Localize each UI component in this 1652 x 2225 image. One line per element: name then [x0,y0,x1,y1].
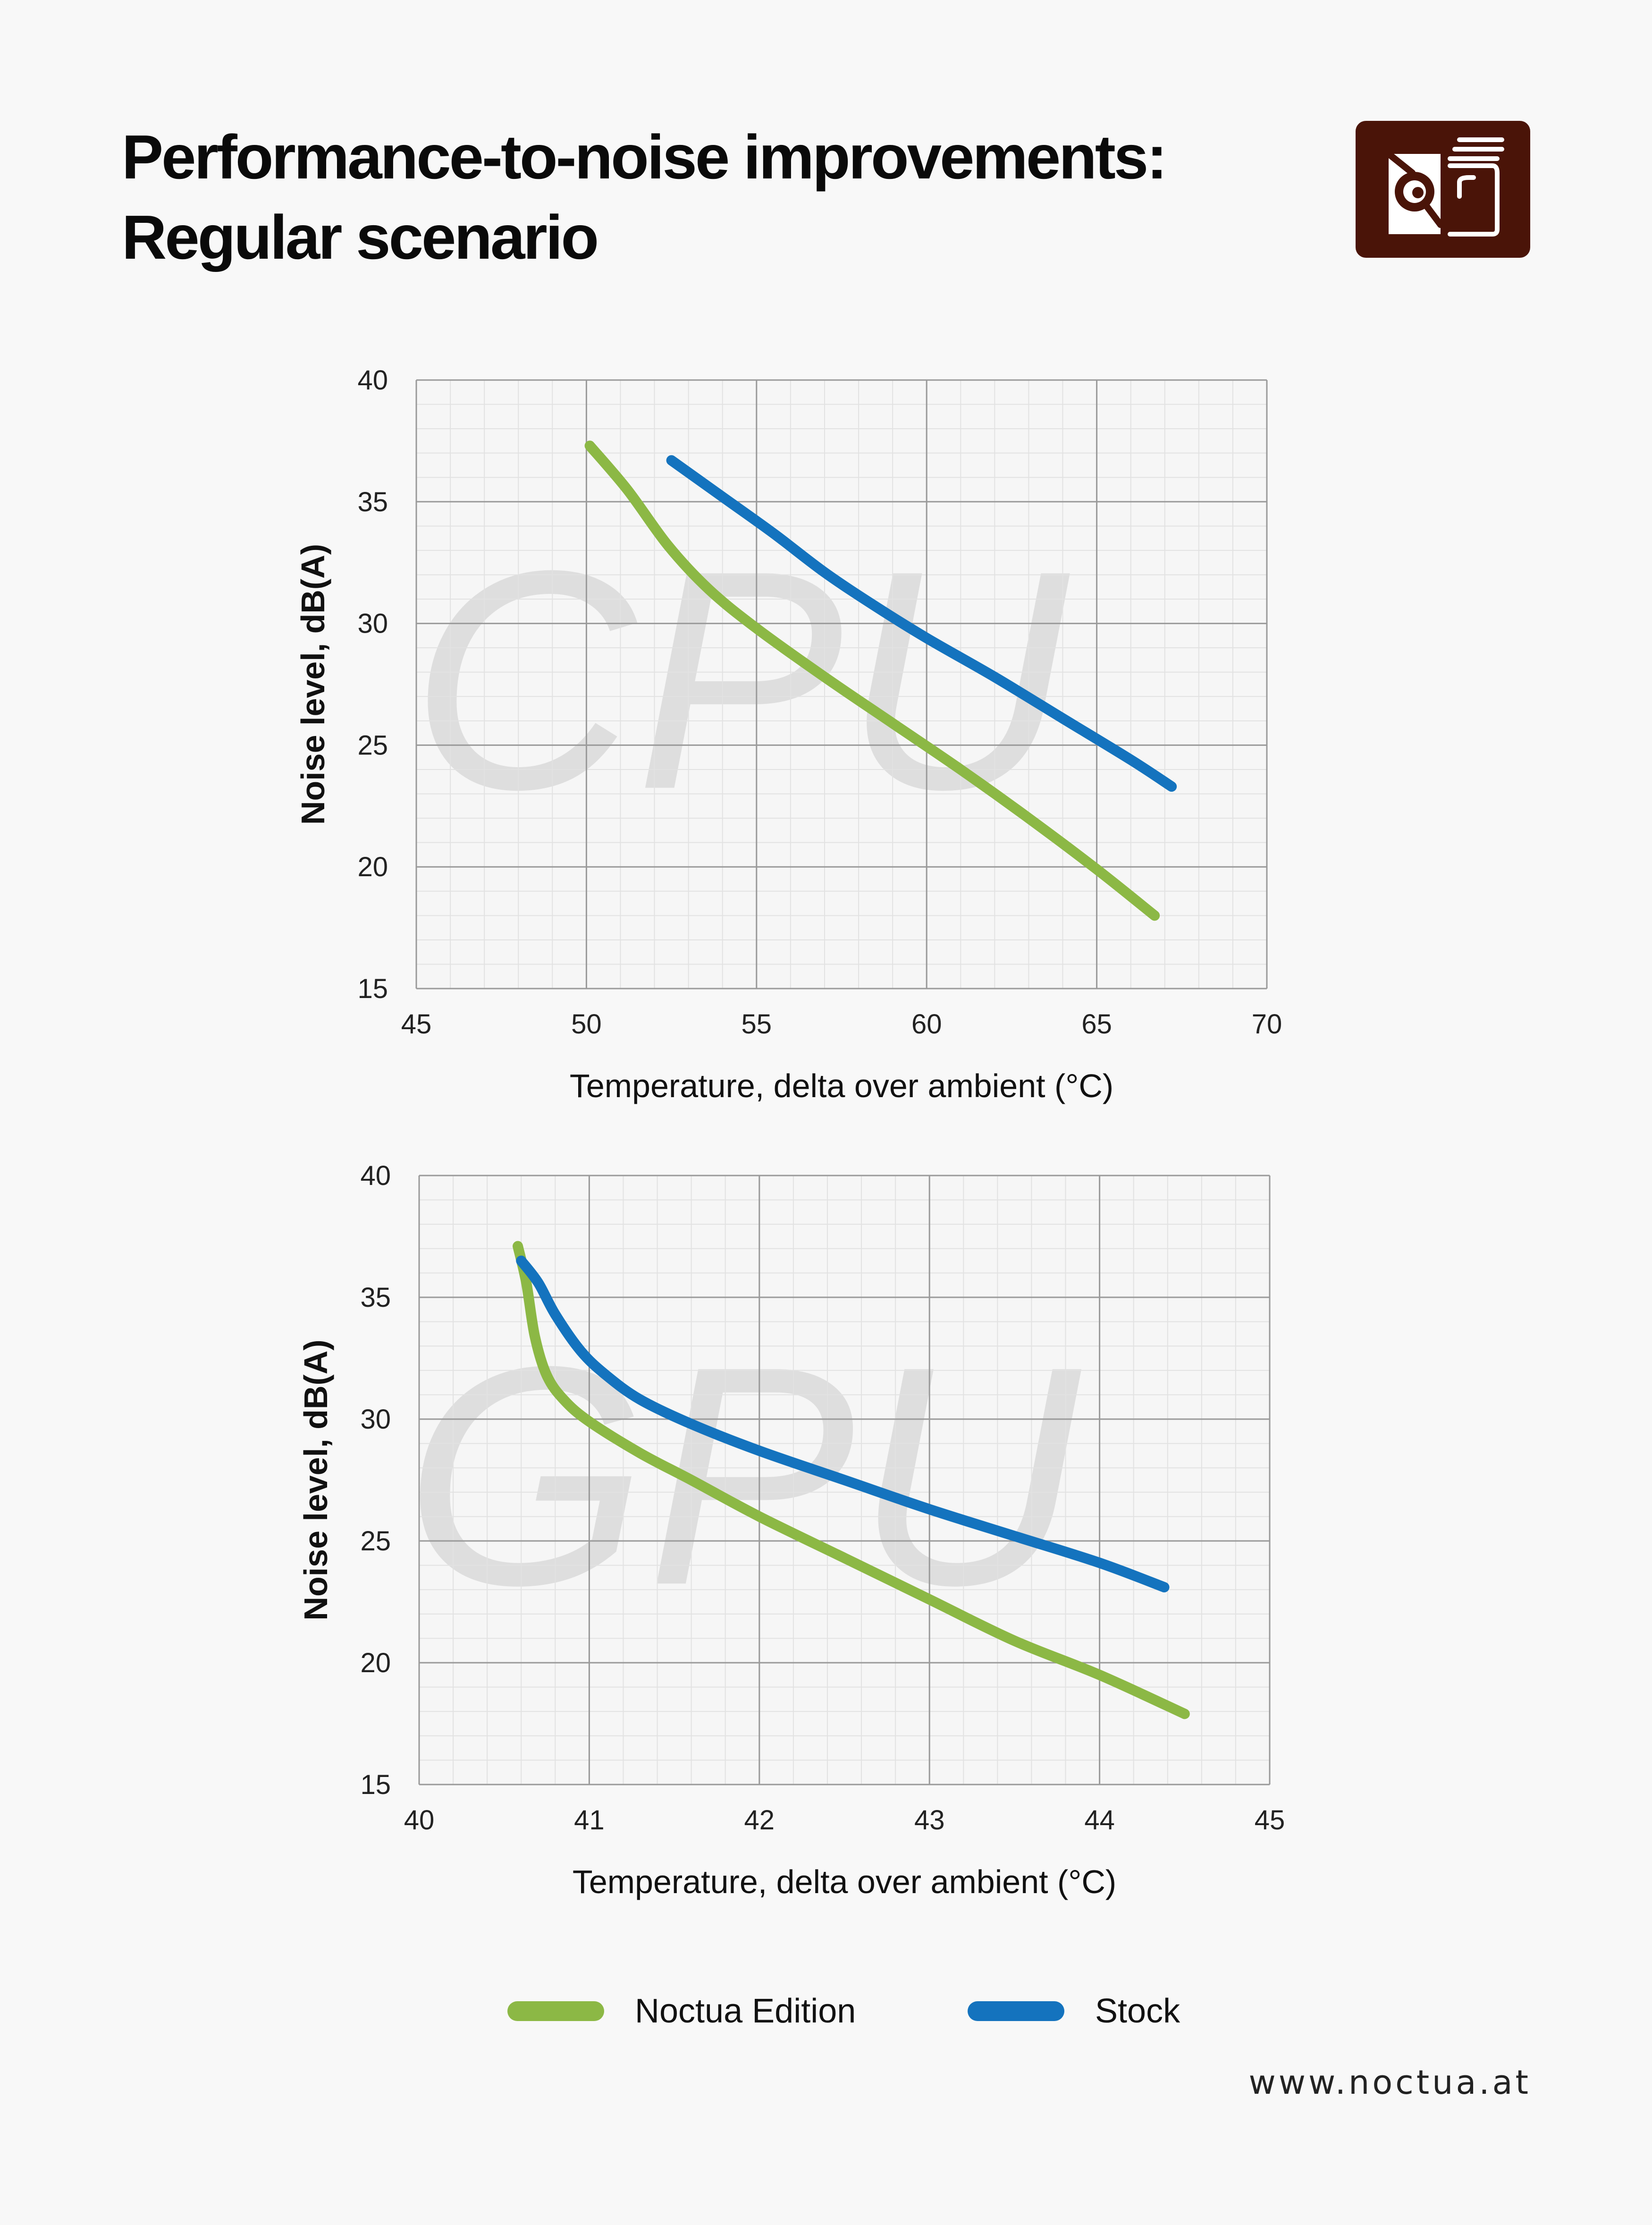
y-tick-label: 15 [357,973,388,1004]
noctua-owl-logo-icon [1356,121,1530,258]
x-tick-label: 70 [1252,1009,1282,1040]
y-tick-label: 30 [357,609,388,639]
grid-lines [418,1175,1271,1785]
x-tick-label: 42 [744,1805,775,1836]
page-title: Performance-to-noise improvements: Regul… [122,117,1167,278]
y-tick-label: 40 [360,1160,391,1191]
x-tick-label: 65 [1081,1009,1112,1040]
series-line-noctua-edition [513,1241,1190,1719]
y-tick-label: 25 [357,730,388,761]
series-line-noctua-edition [584,440,1160,921]
x-tick-label: 45 [401,1009,432,1040]
x-tick-label: 44 [1084,1805,1115,1836]
x-tick-label: 60 [911,1009,942,1040]
y-tick-label: 40 [357,365,388,396]
x-tick-label: 50 [571,1009,602,1040]
chart-cpu: CPU 45 50 55 60 65 70 15 20 25 30 35 40 Temperature, … [295,365,1282,1104]
legend-label-stock: Stock [1095,1992,1180,2030]
chart-watermark: GPU [405,1302,1084,1650]
x-tick-label: 40 [404,1805,435,1836]
website-link[interactable]: www.noctua.at [1248,2063,1531,2102]
x-tick-label: 55 [742,1009,772,1040]
y-axis-label: Noise level, dB(A) [297,1339,334,1620]
y-tick-label: 35 [360,1282,391,1313]
legend-swatch-noctua-edition [507,2001,604,2021]
title-line-2: Regular scenario [122,203,599,272]
legend-label-noctua-edition: Noctua Edition [635,1992,856,2030]
y-tick-label: 15 [360,1769,391,1800]
y-tick-label: 20 [360,1648,391,1678]
legend: Noctua Edition Stock [0,1973,1652,2044]
chart-watermark: CPU [411,506,1072,854]
series-line-stock [666,455,1177,792]
y-axis-label: Noise level, dB(A) [295,544,331,825]
legend-item-stock: Stock [968,1988,1180,2035]
x-tick-label: 43 [914,1805,945,1836]
legend-item-noctua-edition: Noctua Edition [507,1988,856,2035]
y-tick-label: 30 [360,1404,391,1435]
series-line-stock [516,1255,1170,1593]
x-axis-label: Temperature, delta over ambient (°C) [573,1863,1116,1900]
legend-swatch-stock [968,2001,1064,2021]
x-tick-label: 45 [1255,1805,1285,1836]
y-tick-label: 35 [357,487,388,517]
title-line-1: Performance-to-noise improvements: [122,122,1167,192]
chart-gpu: GPU 40 41 42 43 44 45 15 20 25 30 35 40 Temperature, … [297,1160,1285,1900]
y-tick-label: 20 [357,852,388,882]
x-axis-label: Temperature, delta over ambient (°C) [570,1067,1113,1104]
y-tick-label: 25 [360,1526,391,1557]
x-tick-label: 41 [574,1805,605,1836]
grid-lines [415,379,1268,990]
